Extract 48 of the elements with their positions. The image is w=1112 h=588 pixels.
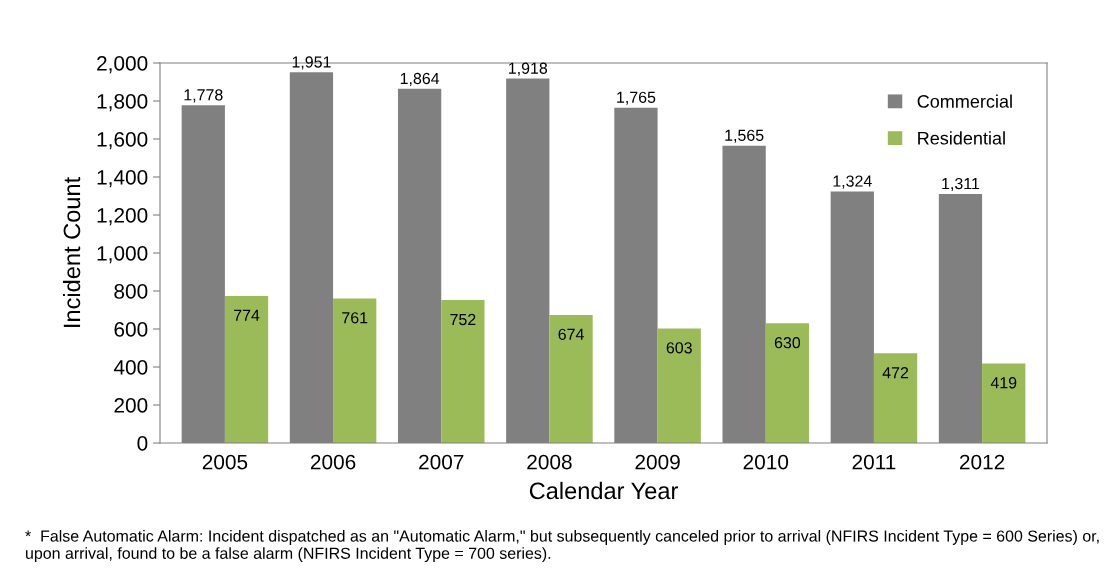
data-label: 472 bbox=[882, 367, 909, 379]
bar bbox=[657, 328, 701, 443]
x-tick-label: 2008 bbox=[527, 454, 572, 470]
data-label: 419 bbox=[990, 377, 1017, 389]
data-label: 1,324 bbox=[833, 175, 872, 189]
x-tick-label: 2012 bbox=[959, 454, 1005, 470]
data-label: 1,311 bbox=[942, 177, 980, 192]
data-label: 1,765 bbox=[617, 91, 656, 105]
data-label: 630 bbox=[774, 337, 801, 349]
y-tick-label: 0 bbox=[137, 436, 148, 451]
y-axis-title: Incident Count bbox=[62, 177, 81, 327]
bar bbox=[549, 314, 593, 443]
bar bbox=[765, 323, 810, 443]
bar bbox=[224, 295, 269, 443]
data-label: 1,918 bbox=[509, 62, 548, 76]
text: * False Automatic Alarm: Incident dispatched as an "Automatic Alarm," but subsequently canceled prior to arrival (NFIRS Incident Type = 600 Series) or, upon arrival, found to be a false alarm (NFIRS Incident Type = 700 series). bbox=[25, 530, 1099, 563]
y-tick-label: 2,000 bbox=[97, 56, 148, 74]
data-label: 674 bbox=[558, 328, 584, 340]
data-label: 1,778 bbox=[184, 89, 223, 103]
bar bbox=[333, 298, 377, 443]
data-label: 1,864 bbox=[400, 72, 440, 87]
y-tick-label: 1,800 bbox=[97, 94, 148, 112]
x-tick-label: 2009 bbox=[635, 454, 680, 470]
x-axis-title: Calendar Year bbox=[529, 481, 678, 500]
x-tick-label: 2011 bbox=[852, 454, 896, 470]
y-tick-label: 400 bbox=[113, 360, 148, 375]
legend-label: Residential bbox=[918, 131, 1005, 145]
bar bbox=[873, 353, 918, 443]
x-tick-label: 2010 bbox=[743, 454, 789, 470]
y-tick-label: 1,000 bbox=[97, 246, 148, 264]
data-label: 761 bbox=[342, 312, 368, 324]
y-tick-label: 1,200 bbox=[97, 208, 148, 226]
x-tick-label: 2006 bbox=[310, 454, 356, 470]
x-tick-label: 2007 bbox=[419, 454, 464, 470]
y-tick-label: 600 bbox=[114, 322, 148, 337]
y-tick-label: 1,400 bbox=[97, 170, 148, 188]
y-tick-label: 800 bbox=[114, 284, 148, 299]
data-label: 1,565 bbox=[725, 129, 764, 143]
bar bbox=[441, 300, 485, 443]
data-label: 774 bbox=[234, 309, 260, 321]
legend-label: Commercial bbox=[917, 94, 1012, 108]
data-label: 752 bbox=[450, 313, 476, 326]
y-tick-label: 200 bbox=[114, 398, 148, 413]
data-label: 1,951 bbox=[292, 56, 331, 70]
bar bbox=[982, 363, 1026, 443]
data-label: 603 bbox=[666, 342, 692, 354]
x-tick-label: 2005 bbox=[202, 454, 248, 470]
y-tick-label: 1,600 bbox=[97, 132, 148, 150]
